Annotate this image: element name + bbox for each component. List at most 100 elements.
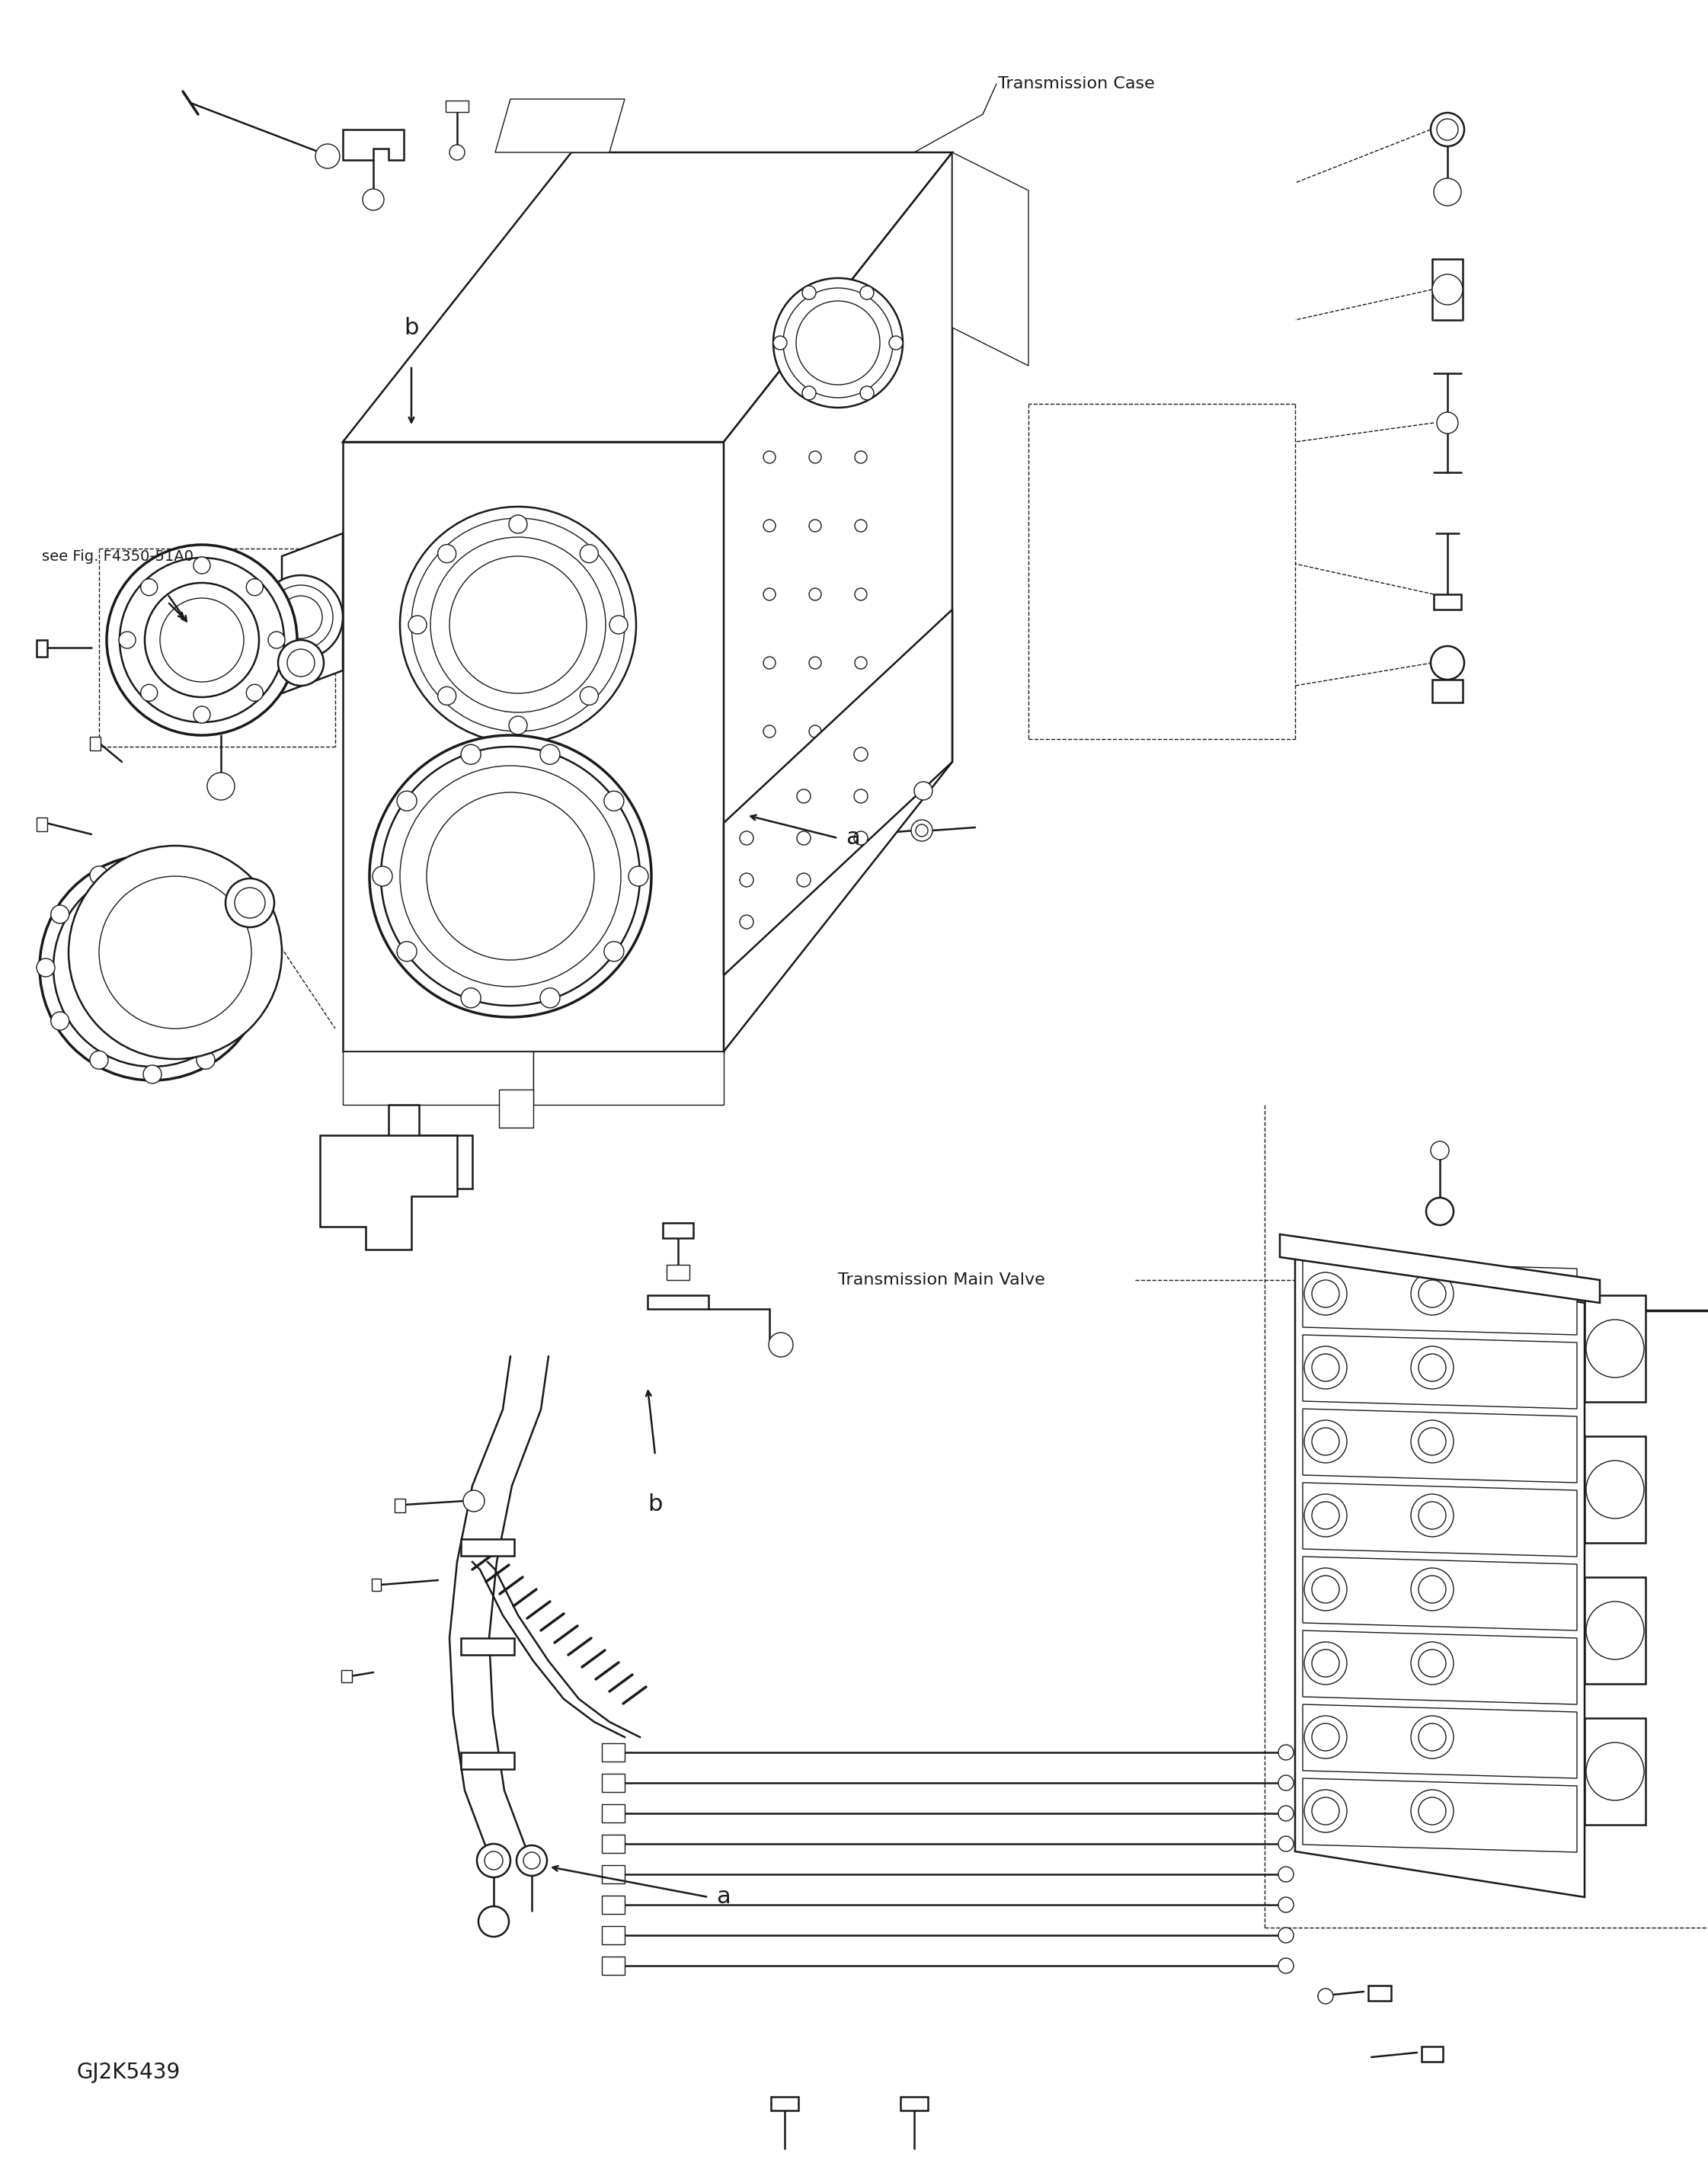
Text: Transmission Case: Transmission Case (997, 76, 1155, 91)
Circle shape (236, 905, 254, 924)
Circle shape (161, 598, 244, 683)
Circle shape (99, 914, 205, 1022)
Bar (1585, 1436, 1645, 1542)
Bar (601, 1773, 625, 1793)
Circle shape (1419, 1575, 1447, 1603)
Circle shape (287, 650, 314, 676)
Bar (601, 1896, 625, 1914)
Circle shape (854, 588, 868, 600)
Circle shape (39, 855, 265, 1080)
Circle shape (1587, 1320, 1645, 1378)
Circle shape (140, 685, 157, 702)
Polygon shape (953, 153, 1028, 365)
Bar (601, 1743, 625, 1763)
Circle shape (1305, 1642, 1348, 1685)
Circle shape (1419, 1428, 1447, 1456)
Circle shape (1411, 1346, 1454, 1389)
Circle shape (910, 821, 933, 840)
Circle shape (53, 868, 251, 1067)
Circle shape (234, 888, 265, 918)
Circle shape (68, 847, 282, 1058)
Bar (666, 1266, 690, 1281)
Polygon shape (1303, 1482, 1576, 1557)
Circle shape (1411, 1568, 1454, 1611)
Circle shape (1433, 274, 1462, 305)
Circle shape (1312, 1650, 1339, 1676)
Polygon shape (1303, 1408, 1576, 1482)
Text: see Fig. F4350-51A0: see Fig. F4350-51A0 (43, 549, 193, 564)
Circle shape (774, 337, 787, 350)
Circle shape (120, 631, 135, 648)
Circle shape (854, 726, 868, 737)
Text: Transmission Main Valve: Transmission Main Valve (839, 1272, 1045, 1287)
Bar (1585, 1296, 1645, 1402)
Circle shape (798, 832, 811, 845)
Circle shape (427, 793, 594, 959)
Bar (601, 1927, 625, 1944)
Bar (601, 1804, 625, 1823)
Circle shape (1419, 1354, 1447, 1382)
Polygon shape (1303, 1335, 1576, 1408)
Circle shape (51, 1011, 68, 1030)
Circle shape (280, 596, 323, 639)
Circle shape (509, 514, 528, 534)
Polygon shape (343, 153, 953, 443)
Bar (1433, 594, 1460, 609)
Circle shape (449, 555, 586, 693)
Circle shape (449, 145, 465, 160)
Circle shape (854, 788, 868, 804)
Circle shape (106, 544, 297, 734)
Bar (770, 2097, 798, 2110)
Circle shape (1411, 1272, 1454, 1315)
Circle shape (540, 745, 560, 765)
Circle shape (1278, 1896, 1293, 1912)
Bar (1433, 680, 1462, 702)
Text: b: b (647, 1493, 663, 1516)
Text: b: b (405, 318, 418, 339)
Circle shape (91, 1052, 108, 1069)
Circle shape (798, 873, 811, 888)
Circle shape (477, 1845, 511, 1877)
Circle shape (581, 544, 598, 564)
Polygon shape (1279, 1233, 1600, 1302)
Circle shape (861, 285, 874, 300)
Circle shape (196, 1052, 215, 1069)
Bar (342, 1670, 352, 1683)
Circle shape (1305, 1791, 1348, 1832)
Circle shape (278, 639, 325, 685)
Circle shape (581, 687, 598, 704)
Circle shape (412, 518, 625, 732)
Circle shape (437, 687, 456, 704)
Bar (1368, 1985, 1390, 2000)
Polygon shape (1303, 1704, 1576, 1778)
Circle shape (1305, 1346, 1348, 1389)
Circle shape (810, 726, 822, 737)
Circle shape (1587, 1460, 1645, 1518)
Bar (36, 816, 48, 832)
Circle shape (1312, 1428, 1339, 1456)
Circle shape (774, 279, 904, 408)
Bar (900, 2097, 927, 2110)
Circle shape (784, 287, 893, 397)
Circle shape (193, 557, 210, 575)
Circle shape (1419, 1724, 1447, 1752)
Text: a: a (845, 827, 859, 849)
Bar (91, 737, 101, 750)
Circle shape (605, 942, 623, 961)
Circle shape (437, 544, 456, 564)
Circle shape (1312, 1354, 1339, 1382)
Circle shape (1312, 1724, 1339, 1752)
Circle shape (193, 706, 210, 724)
Polygon shape (1303, 1557, 1576, 1631)
Circle shape (1419, 1797, 1447, 1825)
Circle shape (1419, 1650, 1447, 1676)
Polygon shape (1303, 1261, 1576, 1335)
Circle shape (1278, 1745, 1293, 1760)
Circle shape (854, 521, 868, 531)
Circle shape (1305, 1419, 1348, 1462)
Circle shape (914, 782, 933, 799)
Circle shape (485, 1851, 502, 1871)
Circle shape (362, 188, 384, 210)
Circle shape (1278, 1866, 1293, 1881)
Circle shape (740, 832, 753, 845)
